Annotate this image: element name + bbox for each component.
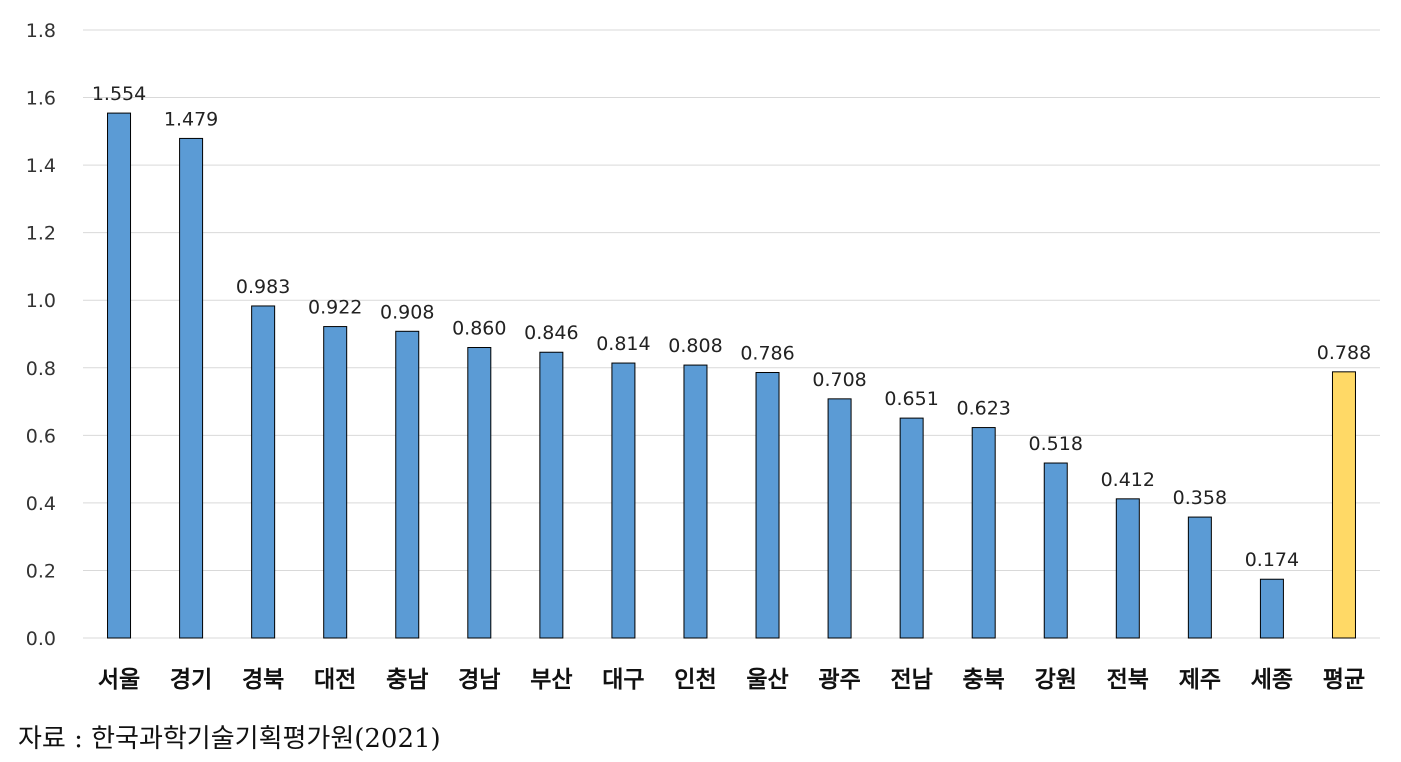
x-tick-label: 울산 [746,667,788,693]
y-tick-label: 0.0 [26,628,56,650]
x-tick-label: 인천 [674,667,716,693]
gridlines [83,29,1380,639]
data-labels: 1.554 1.479 0.983 0.922 0.908 0.860 0.846 0.814… [92,83,1371,571]
bar-대전 [323,326,348,639]
data-label: 0.788 [1317,342,1371,364]
data-label: 0.358 [1173,487,1227,509]
data-label: 0.786 [740,343,794,365]
y-tick-label: 0.4 [26,493,56,515]
x-tick-label: 충북 [963,667,1005,693]
bar-chart: 0.0 0.2 0.4 0.6 0.8 1.0 1.2 1.4 1.6 1.8 1.554 1.47… [26,20,1380,693]
y-tick-label: 0.6 [26,425,56,447]
bar-울산 [755,372,780,639]
x-tick-label: 경북 [242,667,284,693]
y-tick-label: 0.8 [26,358,56,380]
y-tick-label: 1.2 [26,223,56,245]
data-label: 0.623 [956,398,1010,420]
bar-평균 [1331,371,1356,639]
bar-부산 [539,351,564,639]
data-label: 0.908 [380,301,434,323]
bar-세종 [1259,578,1284,639]
x-tick-label: 서울 [98,667,140,693]
bar-대구 [611,362,636,639]
y-tick-label: 1.4 [26,155,56,177]
bar-광주 [827,398,852,639]
bar-강원 [1043,462,1068,639]
bar-충북 [971,427,996,639]
x-tick-label: 세종 [1251,667,1293,693]
bar-경북 [251,305,276,639]
y-axis-ticks: 0.0 0.2 0.4 0.6 0.8 1.0 1.2 1.4 1.6 1.8 [26,20,56,650]
data-label: 0.412 [1101,469,1155,491]
data-label: 0.814 [596,333,650,355]
data-label: 0.651 [884,388,938,410]
data-label: 0.708 [812,369,866,391]
x-tick-label: 부산 [530,667,572,693]
bar-경남 [467,347,492,639]
y-tick-label: 1.8 [26,20,56,42]
bar-충남 [395,330,420,639]
source-note: 자료 : 한국과학기술기획평가원(2021) [18,724,441,754]
data-label: 1.479 [164,108,218,130]
bar-전북 [1115,498,1140,639]
x-tick-label: 대전 [314,667,356,693]
x-tick-label: 전남 [890,667,932,693]
x-tick-label: 경기 [170,667,212,693]
data-label: 0.983 [236,276,290,298]
data-label: 0.808 [668,335,722,357]
bar-인천 [683,364,708,639]
x-tick-label: 경남 [458,667,500,693]
data-label: 0.860 [452,318,506,340]
bar-서울 [107,112,132,639]
y-tick-label: 0.2 [26,560,56,582]
bars [107,112,1356,639]
x-tick-label: 평균 [1323,667,1365,693]
x-tick-label: 충남 [386,667,428,693]
y-tick-label: 1.0 [26,290,56,312]
data-label: 1.554 [92,83,146,105]
bar-경기 [179,137,204,639]
data-label: 0.174 [1245,549,1299,571]
bar-제주 [1187,516,1212,639]
data-label: 0.846 [524,322,578,344]
y-tick-label: 1.6 [26,88,56,110]
x-tick-label: 전북 [1107,667,1149,693]
x-axis-categories: 서울 경기 경북 대전 충남 경남 부산 대구 인천 울산 광주 전남 충북 강원 전북 제주 세종 평균 [98,667,1365,693]
data-label: 0.518 [1029,433,1083,455]
x-tick-label: 대구 [602,667,644,693]
x-tick-label: 강원 [1035,667,1077,693]
x-tick-label: 제주 [1179,667,1221,693]
x-tick-label: 광주 [818,667,860,693]
data-label: 0.922 [308,297,362,319]
bar-전남 [899,417,924,639]
